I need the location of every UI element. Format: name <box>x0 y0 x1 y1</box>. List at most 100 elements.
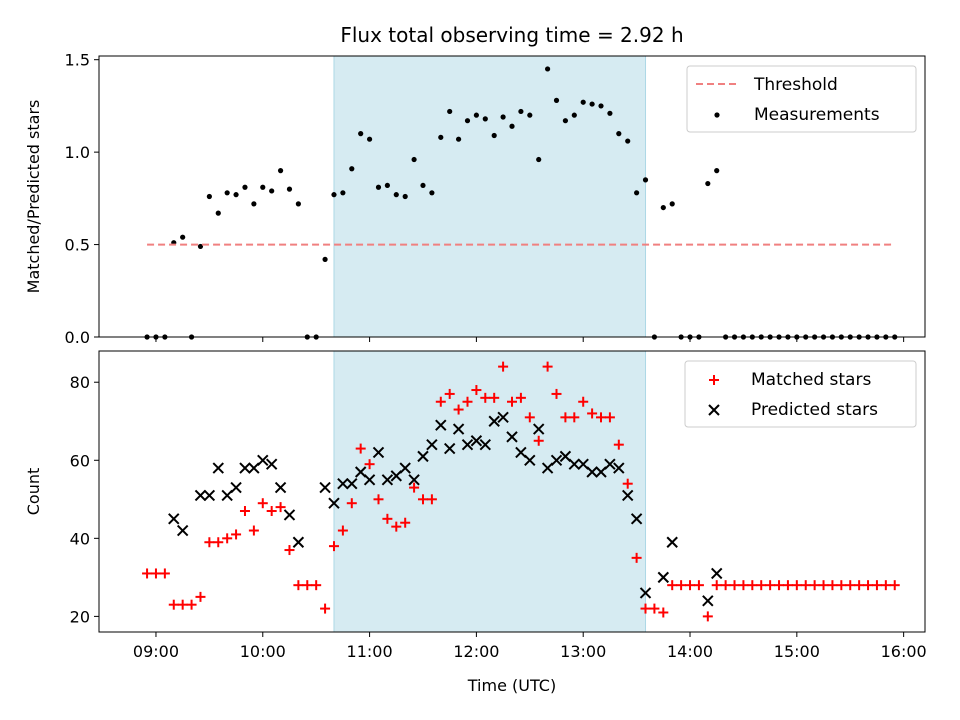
measurement-point <box>598 103 604 109</box>
predicted-star-point <box>230 481 242 494</box>
predicted-star-point <box>595 466 607 478</box>
measurement-point <box>455 136 462 142</box>
matched-star-point <box>204 537 215 548</box>
predicted-star-point <box>613 462 625 474</box>
measurement-point <box>295 201 301 207</box>
predicted-star-point <box>452 423 465 435</box>
predicted-star-point <box>417 450 429 463</box>
predicted-star-point <box>346 477 358 490</box>
matched-star-point <box>880 580 891 591</box>
predicted-star-point <box>657 571 670 584</box>
predicted-star-point <box>265 458 278 470</box>
matched-star-point <box>720 580 731 591</box>
measurement-point <box>349 166 355 172</box>
measurement-point <box>500 114 506 120</box>
matched-star-point <box>782 580 793 591</box>
matched-star-point <box>480 392 491 403</box>
x-axis-label: Time (UTC) <box>467 676 556 695</box>
predicted-star-point <box>292 536 305 548</box>
x-tick-label: 12:00 <box>453 642 499 661</box>
matched-star-point <box>231 529 242 540</box>
measurement-point <box>251 201 257 207</box>
matched-star-point <box>337 525 348 536</box>
matched-star-point <box>302 580 313 591</box>
top-y-ticks: 0.0 0.5 1.0 1.5 <box>65 51 99 347</box>
predicted-star-point <box>426 438 438 451</box>
measurement-point <box>625 138 631 144</box>
measurement-point <box>215 210 221 216</box>
matched-star-point <box>257 498 268 509</box>
measurement-point <box>482 116 488 122</box>
measurement-point <box>616 131 622 137</box>
matched-star-point <box>320 603 331 614</box>
predicted-star-point <box>568 458 581 470</box>
measurement-point <box>642 177 649 183</box>
predicted-star-point <box>337 477 349 490</box>
matched-star-point <box>569 412 580 423</box>
predicted-star-point <box>488 415 500 427</box>
measurement-point <box>322 256 328 262</box>
measurement-point <box>242 184 248 190</box>
matched-star-point <box>409 482 420 493</box>
x-tick-label: 15:00 <box>774 642 820 661</box>
matched-star-point <box>355 443 366 454</box>
matched-star-point <box>533 435 544 446</box>
y-tick-label: 1.0 <box>65 143 90 162</box>
predicted-star-point <box>470 435 483 447</box>
matched-star-point <box>791 580 802 591</box>
matched-star-point <box>293 580 304 591</box>
matched-star-point <box>435 396 446 407</box>
predicted-star-point <box>168 513 180 525</box>
matched-star-point <box>524 412 535 423</box>
predicted-star-point <box>550 454 563 466</box>
predicted-star-point <box>524 454 536 466</box>
predicted-star-point <box>194 489 207 502</box>
measurement-point <box>536 156 542 163</box>
matched-star-point <box>685 580 696 591</box>
matched-star-point <box>845 580 856 591</box>
matched-star-point <box>809 580 820 591</box>
matched-star-point <box>863 580 874 591</box>
predicted-star-point <box>559 450 572 463</box>
predicted-star-point <box>506 431 518 443</box>
measurement-point <box>447 108 453 115</box>
matched-star-point <box>631 552 642 563</box>
matched-star-point <box>266 506 277 517</box>
predicted-star-point <box>702 595 714 607</box>
matched-star-point <box>498 361 509 372</box>
matched-star-point <box>159 568 170 579</box>
matched-star-point <box>836 580 847 591</box>
matched-star-point <box>774 580 785 591</box>
matched-star-point <box>248 525 259 536</box>
legend-matched-label: Matched stars <box>751 370 871 390</box>
matched-star-point <box>747 580 758 591</box>
matched-star-point <box>471 385 482 396</box>
matched-star-point <box>150 568 161 579</box>
top-axes-frame <box>98 55 926 338</box>
matched-star-point <box>613 439 624 450</box>
measurement-point <box>473 112 479 118</box>
bottom-y-axis-label: Count <box>24 468 43 516</box>
legend-measurements-swatch <box>714 112 720 118</box>
measurement-point <box>340 190 346 196</box>
matched-star-point <box>587 408 598 419</box>
matched-star-point <box>444 388 455 399</box>
predicted-star-point <box>515 446 527 459</box>
predicted-star-point <box>248 462 260 474</box>
measurement-point <box>375 184 382 190</box>
top-measurement-marks <box>144 66 898 340</box>
matched-star-point <box>462 396 473 407</box>
measurement-point <box>607 110 613 116</box>
measurement-point <box>660 204 666 211</box>
matched-star-point <box>515 392 526 403</box>
y-tick-label: 0.5 <box>65 236 90 255</box>
predicted-star-point <box>319 481 331 494</box>
matched-star-point <box>711 580 722 591</box>
matched-star-point <box>854 580 865 591</box>
matched-star-point <box>738 580 749 591</box>
measurement-point <box>366 136 373 142</box>
bottom-x-ticks: 09:00 10:00 11:00 12:00 13:00 14:00 15:00 16:00 <box>133 632 927 661</box>
measurement-point <box>669 201 675 207</box>
y-tick-label: 0.0 <box>65 328 90 347</box>
predicted-star-point <box>461 438 474 451</box>
